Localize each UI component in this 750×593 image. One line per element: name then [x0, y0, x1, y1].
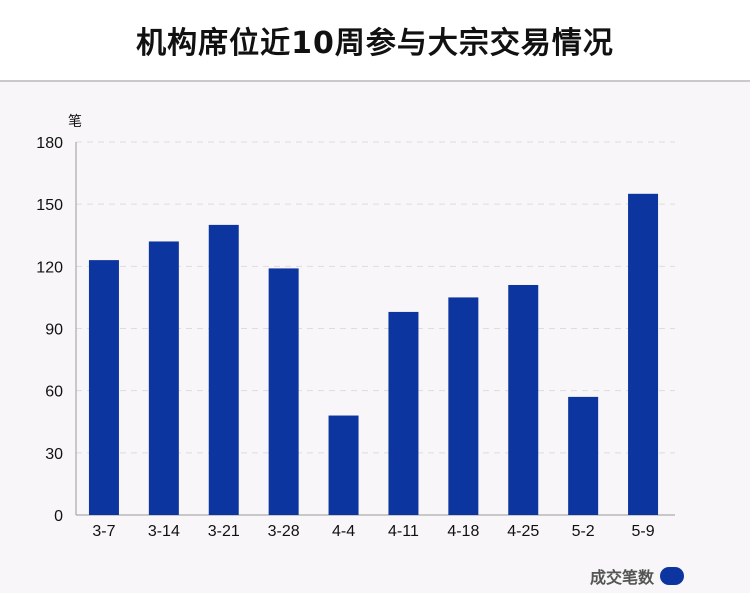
- y-tick-label: 30: [45, 446, 63, 463]
- bar-3-28: [268, 268, 299, 515]
- x-tick-label: 3-7: [92, 523, 115, 540]
- bar-4-11: [388, 311, 419, 515]
- y-tick-label: 0: [54, 508, 63, 525]
- bar-4-18: [448, 297, 479, 515]
- y-tick-label: 60: [45, 384, 63, 401]
- y-tick-label: 120: [36, 259, 63, 276]
- bar-4-25: [508, 284, 539, 515]
- x-tick-label: 4-18: [447, 523, 479, 540]
- bar-3-21: [208, 224, 239, 515]
- x-tick-label: 4-25: [507, 523, 539, 540]
- y-axis-unit: 笔: [68, 114, 82, 130]
- bar-3-7: [88, 260, 119, 515]
- y-tick-label: 180: [36, 135, 63, 152]
- x-tick-label: 3-28: [268, 523, 300, 540]
- y-tick-label: 150: [36, 197, 63, 214]
- bar-5-2: [568, 396, 599, 515]
- x-tick-label: 5-9: [631, 523, 654, 540]
- chart-header: 机构席位近10周参与大宗交易情况: [0, 0, 750, 82]
- bar-3-14: [148, 241, 179, 515]
- x-tick-label: 4-11: [388, 523, 419, 540]
- x-tick-label: 5-2: [572, 523, 595, 540]
- chart-title: 机构席位近10周参与大宗交易情况: [136, 26, 614, 61]
- bar-5-9: [628, 193, 659, 516]
- legend-label: 成交笔数: [589, 568, 654, 587]
- y-tick-label: 90: [45, 322, 63, 339]
- x-tick-label: 4-4: [332, 523, 355, 540]
- bar-4-4: [328, 415, 359, 515]
- x-tick-label: 3-14: [148, 523, 180, 540]
- legend: 成交笔数: [590, 564, 684, 588]
- x-tick-label: 3-21: [208, 523, 240, 540]
- legend-swatch: [660, 567, 684, 585]
